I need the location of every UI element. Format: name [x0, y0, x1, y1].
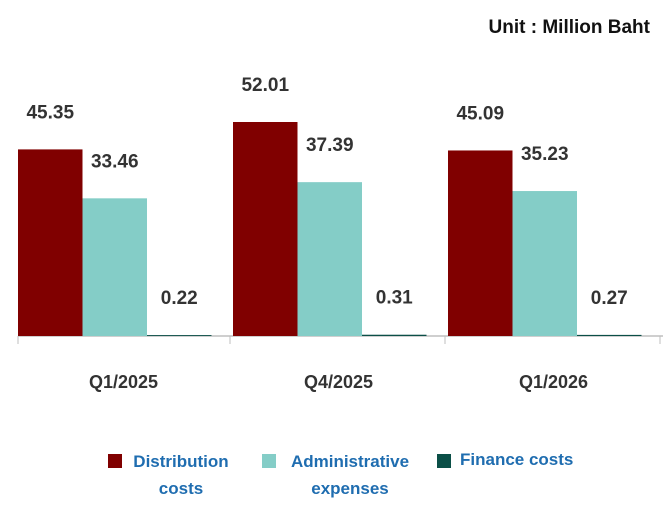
- legend-item: Administrative expenses: [262, 448, 415, 502]
- legend-label: Distribution costs: [133, 452, 229, 498]
- bar: [18, 149, 83, 336]
- bar: [147, 335, 212, 336]
- legend-swatch: [262, 454, 276, 468]
- data-label: 45.35: [26, 102, 74, 123]
- bar: [362, 334, 427, 336]
- bar: [82, 198, 147, 336]
- data-label: 37.39: [306, 135, 354, 156]
- bar: [233, 122, 298, 336]
- data-label: 0.22: [161, 288, 198, 309]
- legend-label: Finance costs: [460, 450, 574, 469]
- x-tick-label: Q4/2025: [304, 372, 373, 392]
- data-label: 45.09: [456, 103, 504, 124]
- data-label: 0.27: [591, 288, 628, 309]
- x-tick-label: Q1/2025: [89, 372, 158, 392]
- bar: [448, 150, 513, 336]
- data-label: 33.46: [91, 151, 139, 172]
- bar: [297, 182, 362, 336]
- bar: [512, 191, 577, 336]
- legend-item: Finance costs: [437, 448, 573, 468]
- data-label: 35.23: [521, 144, 569, 165]
- bar: [577, 334, 642, 336]
- data-label: 0.31: [376, 288, 413, 309]
- x-tick-label: Q1/2026: [519, 372, 588, 392]
- legend-swatch: [108, 454, 122, 468]
- legend: Distribution costs Administrative expense…: [0, 448, 670, 508]
- legend-label: Administrative expenses: [290, 452, 410, 498]
- legend-swatch: [437, 454, 451, 468]
- legend-item: Distribution costs: [108, 448, 231, 502]
- data-label: 52.01: [241, 75, 289, 96]
- unit-label: Unit : Million Baht: [489, 17, 651, 38]
